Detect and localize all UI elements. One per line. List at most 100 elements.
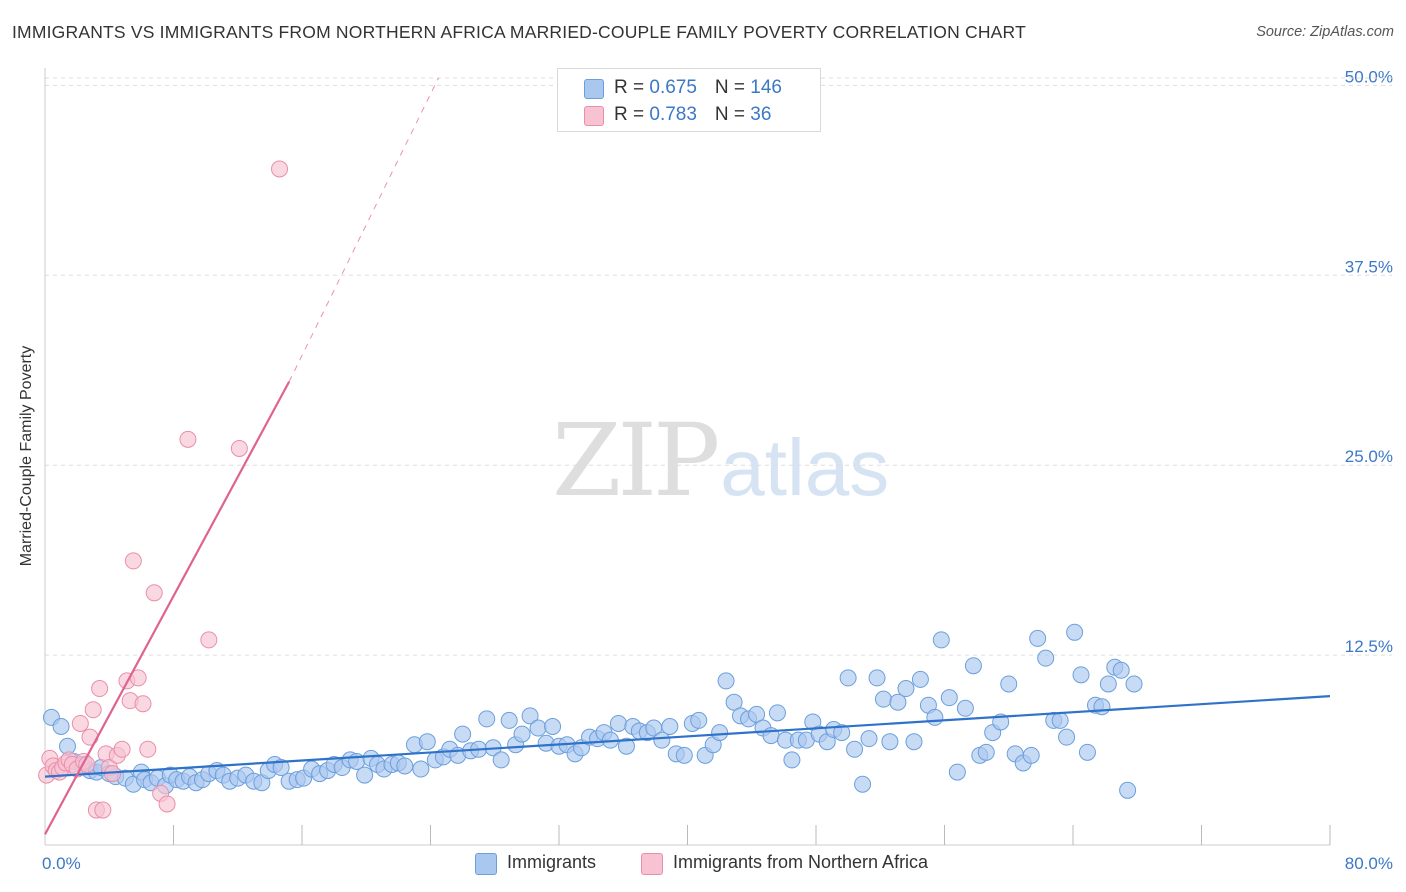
northern-africa-point [271, 160, 289, 178]
source-credit: Source: ZipAtlas.com [1256, 24, 1394, 40]
x-tick-label: 0.0% [42, 854, 81, 873]
immigrants-point [661, 718, 679, 735]
immigrants-point [529, 719, 547, 737]
immigrants-point [860, 730, 878, 748]
immigrants-point [272, 759, 290, 777]
r-label: R = [614, 77, 650, 98]
immigrants-point [725, 693, 743, 711]
y-tick-label: 37.5% [1345, 257, 1393, 276]
chart-title: IMMIGRANTS VS IMMIGRANTS FROM NORTHERN A… [12, 22, 1026, 42]
immigrants-trendline [44, 695, 1331, 778]
immigrants-point [964, 657, 982, 675]
northern-africa-trendline-extension [288, 77, 439, 382]
immigrants-point [833, 724, 851, 742]
northern-africa-point [145, 584, 163, 602]
northern-africa-point [230, 439, 248, 457]
immigrants-point [1078, 743, 1096, 761]
immigrants-point [911, 670, 929, 688]
immigrants-point [897, 680, 915, 698]
immigrants-point [711, 724, 729, 742]
immigrants-point [1112, 661, 1130, 679]
blue-swatch [584, 79, 604, 99]
immigrants-point [1072, 666, 1090, 684]
immigrants-point [418, 733, 436, 751]
immigrants-point [521, 707, 539, 725]
immigrants-point [977, 743, 995, 761]
immigrants-point [52, 718, 70, 735]
immigrants-point [948, 763, 966, 781]
immigrants-point [690, 711, 708, 729]
immigrants-point [868, 669, 886, 687]
immigrants-point [500, 711, 518, 729]
immigrants-point [748, 705, 766, 723]
n-label: N = [714, 77, 751, 98]
immigrants-point [1093, 698, 1111, 716]
northern-africa-point [71, 714, 89, 732]
immigrants-point [881, 733, 899, 751]
y-tick-label: 12.5% [1345, 637, 1393, 656]
immigrants-point [940, 689, 958, 707]
immigrants-point [846, 740, 864, 758]
immigrants-point [675, 746, 693, 764]
n-value: 36 [750, 104, 772, 125]
northern-africa-point [94, 801, 112, 819]
watermark: ZIPatlas [552, 402, 889, 519]
immigrants-point [609, 714, 627, 732]
n-label: N = [714, 104, 751, 125]
legend-label: Immigrants from Northern Africa [673, 852, 929, 872]
watermark-atlas: atlas [720, 423, 890, 512]
blue-swatch [475, 853, 497, 875]
immigrants-point [513, 725, 531, 743]
immigrants-point [854, 775, 872, 793]
y-tick-label: 25.0% [1345, 447, 1393, 466]
northern-africa-point [113, 740, 131, 758]
r-label: R = [614, 104, 650, 125]
immigrants-point [544, 718, 562, 735]
stats-text: R = 0.783 N = 36 [614, 104, 781, 126]
immigrants-point [1119, 781, 1137, 799]
northern-africa-point [91, 680, 109, 698]
immigrants-point [1125, 675, 1143, 693]
immigrants-point [617, 737, 635, 755]
watermark-zip: ZIP [552, 402, 720, 519]
immigrants-point [356, 766, 374, 784]
immigrants-point [932, 631, 950, 649]
immigrants-point [1099, 675, 1117, 693]
n-value: 146 [750, 77, 782, 98]
immigrants-point [653, 731, 671, 749]
immigrants-point [956, 699, 974, 717]
immigrants-point [874, 690, 892, 708]
legend-label: Immigrants [507, 852, 597, 872]
immigrants-point [1058, 728, 1076, 746]
pink-swatch [584, 106, 604, 126]
immigrants-point [1000, 675, 1018, 693]
immigrants-point [412, 760, 430, 778]
immigrants-point [768, 704, 786, 722]
northern-africa-point [200, 631, 218, 649]
northern-africa-point [124, 552, 142, 570]
stats-legend: R = 0.675 N = 146 R = 0.783 N = 36 [557, 68, 821, 132]
stats-text: R = 0.675 N = 146 [614, 77, 782, 99]
immigrants-point [839, 669, 857, 687]
immigrants-point [1022, 746, 1040, 764]
immigrants-point [717, 672, 735, 690]
immigrants-point [1029, 629, 1047, 647]
immigrants-point [396, 757, 414, 775]
immigrants-point [492, 751, 510, 769]
northern-africa-point [84, 701, 102, 719]
immigrants-point [926, 708, 944, 726]
northern-africa-trendline [44, 381, 291, 835]
x-tick-label: 80.0% [1345, 854, 1393, 873]
immigrants-point [889, 693, 907, 711]
northern-africa-point [139, 740, 157, 758]
immigrants-point [783, 751, 801, 769]
immigrants-point [454, 725, 472, 743]
r-value: 0.675 [649, 77, 697, 98]
northern-africa-point [134, 695, 152, 713]
y-axis-label: Married-Couple Family Poverty [18, 345, 35, 567]
immigrants-point [478, 710, 496, 728]
northern-africa-point [179, 430, 197, 448]
immigrants-point [1051, 711, 1069, 729]
immigrants-point [1066, 623, 1084, 641]
